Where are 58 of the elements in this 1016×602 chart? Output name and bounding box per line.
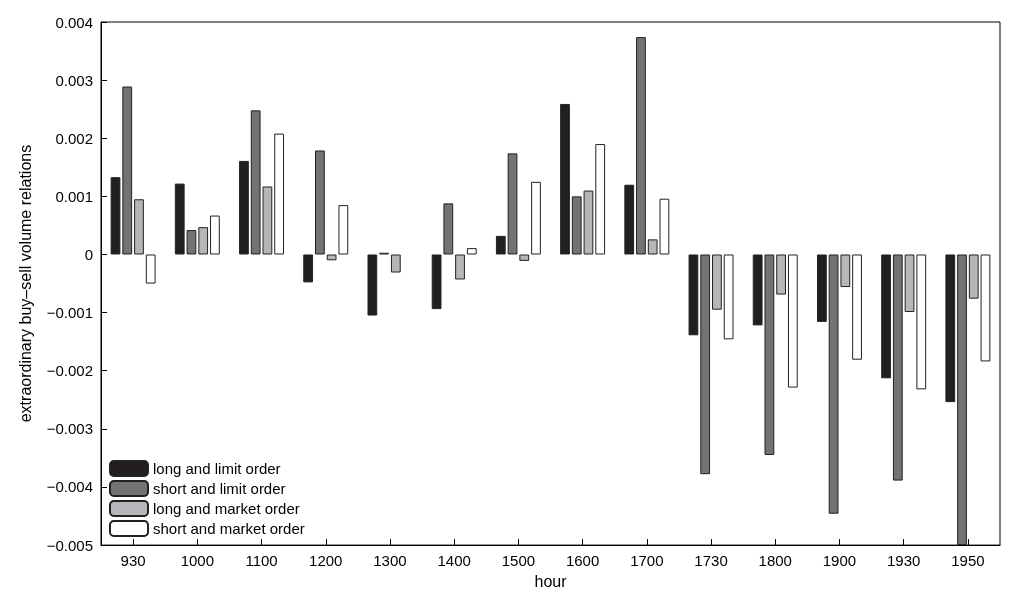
legend-label: short and market order [153,520,305,537]
x-tick-label: 1930 [886,552,921,570]
bar [776,254,786,295]
bar [700,254,711,475]
x-tick-label: 930 [120,552,146,570]
y-tick-label: 0.002 [55,129,93,147]
bar [712,254,722,310]
y-tick-label: −0.004 [46,478,93,496]
x-tick-label: 1300 [373,552,407,570]
x-tick-label: 1900 [822,552,857,570]
y-tick-label: −0.005 [46,536,93,554]
legend-label: long and market order [153,500,300,517]
bar [531,181,541,255]
y-axis-title: extraordinary buy–sell volume relations [16,144,34,423]
legend-label: short and limit order [153,480,286,497]
x-tick-label: 1200 [309,552,343,570]
bar [787,254,798,388]
y-tick-label: −0.003 [46,420,93,438]
y-tick-label: −0.002 [46,362,93,380]
bar [274,133,285,255]
x-tick-label: 1730 [694,552,728,570]
bar [198,227,209,255]
x-tick-label: 1000 [180,552,215,570]
x-tick-label: 1800 [758,552,792,570]
x-tick-label: 1950 [951,552,985,570]
bar [816,254,827,322]
bar [688,254,699,336]
y-tick-label: 0.003 [55,71,93,89]
bar [210,215,220,255]
x-axis-title: hour [534,572,568,590]
x-tick-label: 1400 [437,552,471,570]
y-tick-label: 0 [84,245,93,263]
bar [945,254,956,403]
y-tick-label: −0.001 [46,304,93,322]
x-tick-label: 1700 [630,552,664,570]
legend-label: long and limit order [153,460,281,477]
bar [892,254,903,481]
bar [624,184,635,255]
bar [466,248,477,255]
x-tick-label: 1600 [565,552,600,570]
x-tick-label: 1500 [501,552,536,570]
y-tick-label: 0.004 [55,13,93,31]
bar [239,160,249,255]
bar [145,254,156,284]
bar [134,199,144,255]
bar [390,254,401,273]
bar [367,254,378,316]
bar [560,103,570,255]
bar [957,254,967,546]
bar [852,254,862,360]
x-tick-label: 1100 [245,552,278,570]
bar [315,150,325,255]
bar [455,254,465,280]
y-tick-label: 0.001 [55,187,93,205]
bar [636,37,646,255]
bar [881,254,891,379]
bar [723,254,734,340]
bar [303,254,314,283]
